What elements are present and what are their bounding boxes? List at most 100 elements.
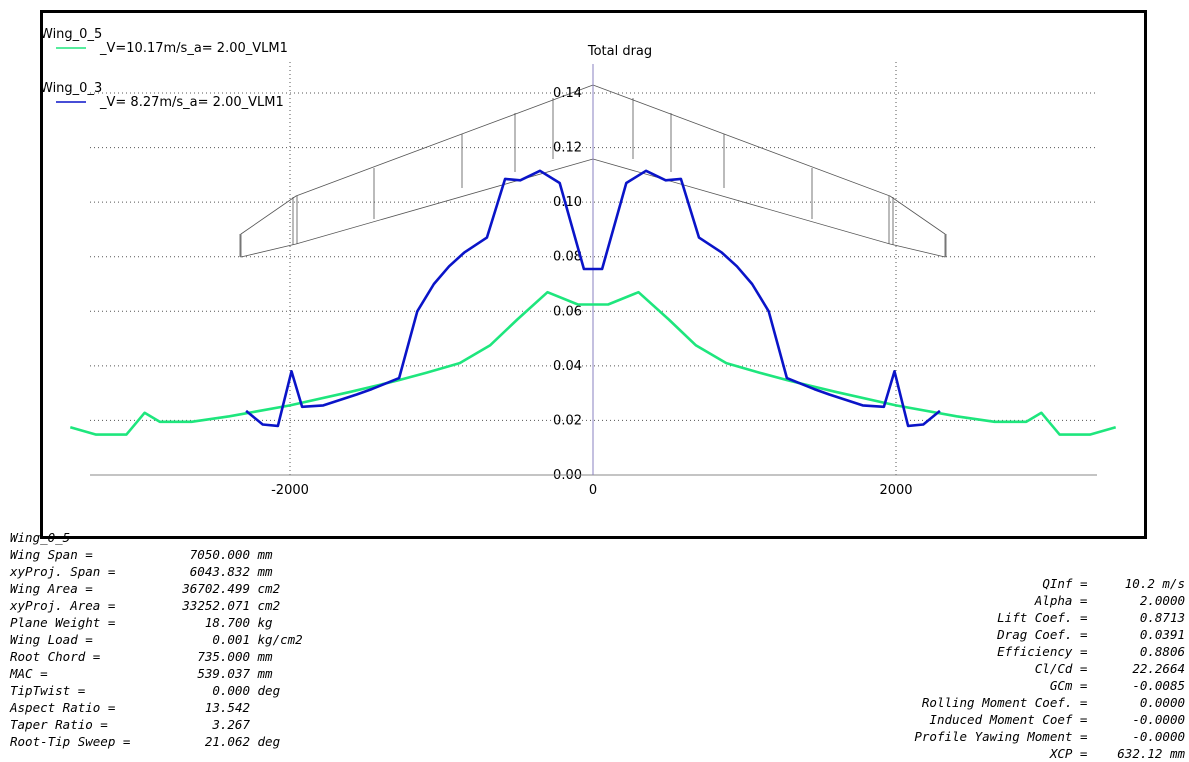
plot-frame <box>40 10 1147 539</box>
info-label: Root-Tip Sweep = <box>10 734 131 749</box>
y-tick-label: 0.14 <box>553 86 582 101</box>
info-value: 10.2 m/s <box>1124 576 1185 591</box>
info-value <box>150 529 250 546</box>
info-number: 0.001 <box>212 632 250 647</box>
info-value: 0.0000 <box>1139 695 1185 710</box>
info-unit: mm <box>250 547 273 562</box>
info-unit: kg <box>250 615 273 630</box>
info-label: Wing_0_5 <box>10 530 71 545</box>
info-row: Wing_0_5 <box>10 529 303 546</box>
info-row: Drag Coef. = 0.0391 <box>914 626 1185 643</box>
x-tick-label: -2000 <box>271 483 309 498</box>
y-tick-label: 0.10 <box>553 195 582 210</box>
info-value: 735.000 mm <box>150 648 273 665</box>
info-row: Aspect Ratio = 13.542 <box>10 699 303 716</box>
legend-name: Wing_0_5 <box>40 27 102 42</box>
aero-results-panel: QInf = 10.2 m/s Alpha = 2.0000 Lift Coef. … <box>914 575 1185 762</box>
info-value: 2.0000 <box>1139 593 1185 608</box>
series-line-Wing_0_3 <box>245 169 941 428</box>
info-value: -0.0000 <box>1132 712 1185 727</box>
info-number: 6043.832 <box>189 564 250 579</box>
info-number: 18.700 <box>204 615 250 630</box>
info-label: QInf = <box>1042 576 1088 591</box>
info-label: GCm = <box>1049 678 1088 693</box>
info-label: MAC = <box>10 666 48 681</box>
y-tick-label: 0.04 <box>553 359 582 374</box>
axes: 0.000.020.040.060.080.100.120.14-2000 0 20… <box>90 64 1097 498</box>
info-value: 3.267 <box>150 716 250 733</box>
chart-title: Total drag <box>587 44 652 59</box>
info-unit: cm2 <box>250 581 281 596</box>
y-tick-label: 0.02 <box>553 413 582 428</box>
info-value: 0.0391 <box>1139 627 1185 642</box>
info-value: -0.0000 <box>1132 729 1185 744</box>
info-label: Taper Ratio = <box>10 717 108 732</box>
info-label: Aspect Ratio = <box>10 700 116 715</box>
info-label: Wing Span = <box>10 547 93 562</box>
info-label: Wing Load = <box>10 632 93 647</box>
info-row: xyProj. Area = 33252.071 cm2 <box>10 597 303 614</box>
info-row: Taper Ratio = 3.267 <box>10 716 303 733</box>
info-row: XCP = 632.12 mm <box>914 745 1185 762</box>
info-value: 539.037 mm <box>150 665 273 682</box>
wing-planform-outline <box>239 84 947 258</box>
info-number: 3.267 <box>212 717 250 732</box>
info-row: Wing Load = 0.001 kg/cm2 <box>10 631 303 648</box>
info-number: 0.000 <box>212 683 250 698</box>
info-label: Drag Coef. = <box>997 627 1088 642</box>
info-unit: mm <box>250 649 273 664</box>
legend-label: _V= 8.27m/s_a= 2.00_VLM1 <box>99 95 284 110</box>
x-tick-label: 0 <box>589 483 597 498</box>
y-tick-label: 0.12 <box>553 141 582 156</box>
info-label: Wing Area = <box>10 581 93 596</box>
series-lines <box>69 169 1117 436</box>
info-label: XCP = <box>1049 746 1088 761</box>
series-line-Wing_0_5 <box>69 290 1117 436</box>
x-tick-label: 2000 <box>879 483 912 498</box>
info-row: Wing Span = 7050.000 mm <box>10 546 303 563</box>
info-value: 0.000 deg <box>150 682 280 699</box>
info-unit: mm <box>250 666 273 681</box>
info-unit: deg <box>250 683 281 698</box>
info-number: 33252.071 <box>182 598 250 613</box>
info-row: QInf = 10.2 m/s <box>914 575 1185 592</box>
info-label: Efficiency = <box>997 644 1088 659</box>
info-unit: kg/cm2 <box>250 632 303 647</box>
info-row: Alpha = 2.0000 <box>914 592 1185 609</box>
wing-info-panel: Wing_0_5 Wing Span = 7050.000 mm xyProj. Sp… <box>10 529 303 750</box>
info-label: Alpha = <box>1034 593 1088 608</box>
info-label: Profile Yawing Moment = <box>914 729 1088 744</box>
info-row: Induced Moment Coef = -0.0000 <box>914 711 1185 728</box>
wing-right-half <box>592 84 946 258</box>
info-number: 21.062 <box>204 734 250 749</box>
info-row: Lift Coef. = 0.8713 <box>914 609 1185 626</box>
legend-name: Wing_0_3 <box>40 81 102 96</box>
info-number: 735.000 <box>197 649 250 664</box>
info-unit: cm2 <box>250 598 281 613</box>
info-row: Root-Tip Sweep = 21.062 deg <box>10 733 303 750</box>
info-value: 632.12 mm <box>1117 746 1185 761</box>
info-label: Plane Weight = <box>10 615 116 630</box>
info-row: Plane Weight = 18.700 kg <box>10 614 303 631</box>
info-label: xyProj. Area = <box>10 598 116 613</box>
legend: Wing_0_5_V=10.17m/s_a= 2.00_VLM1 Wing_0_3… <box>40 27 288 110</box>
info-label: Induced Moment Coef = <box>929 712 1088 727</box>
info-value: 0.8713 <box>1139 610 1185 625</box>
info-label: xyProj. Span = <box>10 564 116 579</box>
y-tick-label: 0.08 <box>553 250 582 265</box>
info-row: Rolling Moment Coef. = 0.0000 <box>914 694 1185 711</box>
info-row: TipTwist = 0.000 deg <box>10 682 303 699</box>
info-row: GCm = -0.0085 <box>914 677 1185 694</box>
info-unit: mm <box>250 564 273 579</box>
info-number: 7050.000 <box>189 547 250 562</box>
info-value: 18.700 kg <box>150 614 273 631</box>
info-label: Rolling Moment Coef. = <box>921 695 1088 710</box>
info-label: TipTwist = <box>10 683 86 698</box>
info-value: 33252.071 cm2 <box>150 597 280 614</box>
info-label: Root Chord = <box>10 649 101 664</box>
info-row: Efficiency = 0.8806 <box>914 643 1185 660</box>
info-number: 36702.499 <box>182 581 250 596</box>
info-row: Cl/Cd = 22.2664 <box>914 660 1185 677</box>
info-value: 22.2664 <box>1132 661 1185 676</box>
